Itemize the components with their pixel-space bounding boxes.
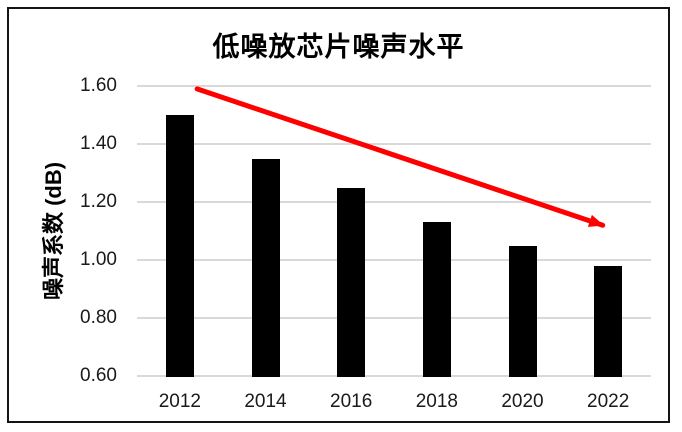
x-tick-label: 2018 bbox=[415, 391, 458, 412]
gridline bbox=[137, 143, 651, 145]
bar-2014 bbox=[251, 158, 280, 377]
x-tick-label: 2020 bbox=[501, 391, 544, 412]
y-tick-label: 0.80 bbox=[80, 307, 117, 328]
bar-2016 bbox=[337, 187, 366, 377]
y-tick-label: 1.20 bbox=[80, 191, 117, 212]
bar-2018 bbox=[422, 222, 451, 377]
y-tick-label: 0.60 bbox=[80, 365, 117, 386]
x-tick-label: 2014 bbox=[244, 391, 287, 412]
x-tick-label: 2012 bbox=[158, 391, 201, 412]
y-axis-title: 噪声系数 (dB) bbox=[41, 161, 66, 301]
gridline bbox=[137, 317, 651, 319]
chart-title: 低噪放芯片噪声水平 bbox=[212, 32, 465, 62]
bar-2012 bbox=[165, 115, 194, 377]
gridline bbox=[137, 259, 651, 261]
bar-2020 bbox=[508, 245, 537, 377]
gridline bbox=[137, 375, 651, 377]
y-tick-label: 1.60 bbox=[80, 75, 117, 96]
x-tick-label: 2022 bbox=[587, 391, 630, 412]
y-tick-label: 1.40 bbox=[80, 133, 117, 154]
gridline bbox=[137, 85, 651, 87]
gridline bbox=[137, 201, 651, 203]
x-tick-label: 2016 bbox=[330, 391, 373, 412]
y-tick-label: 1.00 bbox=[80, 249, 117, 270]
bar-2022 bbox=[594, 265, 623, 377]
